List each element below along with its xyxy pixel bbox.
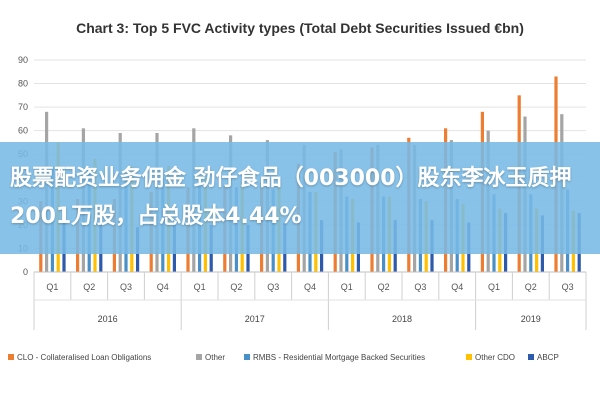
legend-label-4: ABCP	[537, 353, 559, 362]
headline-banner: 股票配资业务佣金 劲仔食品（003000）股东李冰玉质押2001万股，占总股本4…	[0, 142, 600, 254]
year-label: 2019	[521, 314, 541, 324]
y-tick-label: 60	[18, 126, 28, 136]
x-tick-label: Q1	[341, 282, 353, 292]
y-tick-label: 0	[23, 267, 28, 277]
chart-title: Chart 3: Top 5 FVC Activity types (Total…	[76, 20, 524, 36]
y-tick-label: 70	[18, 102, 28, 112]
x-tick-label: Q4	[451, 282, 463, 292]
x-tick-label: Q4	[304, 282, 316, 292]
x-tick-label: Q1	[46, 282, 58, 292]
x-axis: Q1 Q2 Q3 Q4 Q1 Q2 Q3 Q4 Q1 Q2 Q3 Q4 Q1 Q2 Q3 2016 2017 20…	[33, 271, 587, 330]
x-tick-label: Q3	[267, 282, 279, 292]
legend-label-0: CLO - Collateralised Loan Obligations	[17, 353, 151, 362]
legend-swatch-3	[466, 354, 472, 360]
x-tick-label: Q4	[157, 282, 169, 292]
legend-swatch-1	[196, 354, 202, 360]
legend: CLO - Collateralised Loan Obligations Oth…	[8, 353, 559, 362]
legend-swatch-0	[8, 354, 14, 360]
legend-label-2: RMBS - Residential Mortgage Backed Secur…	[253, 353, 425, 362]
x-tick-label: Q3	[414, 282, 426, 292]
x-tick-label: Q3	[120, 282, 132, 292]
year-label: 2017	[245, 314, 265, 324]
x-tick-label: Q3	[562, 282, 574, 292]
x-tick-label: Q1	[488, 282, 500, 292]
x-tick-label: Q2	[230, 282, 242, 292]
legend-label-3: Other CDO	[475, 353, 515, 362]
legend-swatch-2	[244, 354, 250, 360]
x-tick-label: Q2	[83, 282, 95, 292]
x-tick-label: Q2	[525, 282, 537, 292]
legend-label-1: Other	[205, 353, 225, 362]
headline-text: 股票配资业务佣金 劲仔食品（003000）股东李冰玉质押2001万股，占总股本4…	[10, 166, 572, 229]
x-tick-label: Q1	[194, 282, 206, 292]
x-tick-label: Q2	[378, 282, 390, 292]
year-label: 2016	[98, 314, 118, 324]
year-label: 2018	[392, 314, 412, 324]
y-tick-label: 80	[18, 79, 28, 89]
y-tick-label: 90	[18, 55, 28, 65]
legend-swatch-4	[528, 354, 534, 360]
